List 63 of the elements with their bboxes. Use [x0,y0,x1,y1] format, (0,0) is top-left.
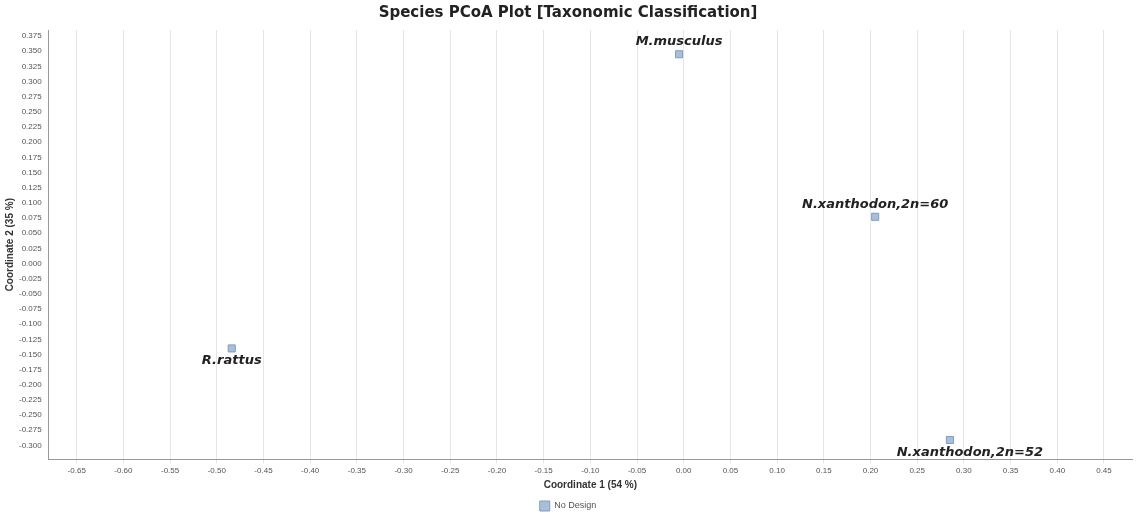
y-tick-label: 0.000 [21,258,43,268]
x-tick-label: -0.10 [581,466,601,476]
x-tick-label: -0.55 [160,466,180,476]
x-tick-label: -0.20 [487,466,507,476]
y-tick-label: 0.275 [21,91,43,101]
y-tick-label: -0.275 [19,425,43,435]
x-tick-label: -0.65 [67,466,87,476]
y-tick-label: 0.300 [21,76,43,86]
x-tick-label: 0.05 [722,466,739,476]
chart-title: Species PCoA Plot [Taxonomic Classification] [378,2,758,21]
y-tick-label: 0.225 [21,122,43,132]
y-tick-label: 0.025 [21,243,43,253]
y-tick-label: 0.175 [21,152,43,162]
y-tick-label: 0.125 [21,182,43,192]
legend-label: No Design [554,500,597,511]
x-tick-label: 0.35 [1002,466,1019,476]
annotation: N.xanthodon,2n=60 [802,195,949,211]
point [675,50,684,59]
y-tick-label: -0.125 [19,334,43,344]
x-tick-label: -0.05 [627,466,647,476]
y-tick-label: 0.050 [21,228,43,238]
y-tick-label: -0.250 [19,410,43,420]
x-tick-label: 0.25 [909,466,926,476]
y-tick-label: -0.175 [19,364,43,374]
y-tick-label: -0.150 [19,349,43,359]
y-tick-label: 0.100 [21,198,43,208]
y-tick-label: 0.375 [21,31,43,41]
x-tick-label: -0.50 [207,466,227,476]
point [871,212,880,221]
x-tick-label: -0.60 [114,466,134,476]
annotation: M.musculus [635,33,723,49]
y-tick-label: -0.050 [19,289,43,299]
y-tick-label: 0.150 [21,167,43,177]
y-tick-label: 0.250 [21,107,43,117]
x-tick-label: -0.15 [534,466,554,476]
x-tick-label: 0.30 [956,466,973,476]
y-tick-label: 0.200 [21,137,43,147]
point [945,435,954,445]
x-tick-label: -0.40 [301,466,320,476]
y-tick-label: -0.225 [19,395,43,405]
x-tick-label: 0.00 [675,466,693,476]
y-tick-label: -0.075 [19,304,43,314]
y-tick-label: 0.075 [21,213,43,223]
annotation: R.rattus [201,352,262,368]
x-tick-label: -0.25 [441,466,460,476]
y-tick-label: 0.325 [21,61,43,71]
x-tick-label: 0.45 [1096,466,1113,476]
y-tick-label: -0.300 [19,440,43,450]
y-axis-title: Coordinate 2 (35 %) [3,198,15,292]
x-tick-label: -0.35 [347,466,367,476]
x-tick-label: 0.40 [1049,466,1066,476]
x-tick-label: 0.10 [769,466,786,476]
x-tick-label: -0.45 [254,466,274,476]
x-tick-label: -0.30 [394,466,414,476]
y-tick-label: -0.200 [19,380,43,389]
y-tick-label: -0.025 [19,273,43,283]
x-axis-title: Coordinate 1 (54 %) [543,478,638,490]
y-tick-label: -0.100 [19,319,43,329]
annotation: N.xanthodon,2n=52 [896,443,1044,459]
point [227,344,236,353]
x-tick-label: 0.15 [816,466,833,476]
x-tick-label: 0.20 [862,466,879,476]
y-tick-label: 0.350 [21,46,43,56]
